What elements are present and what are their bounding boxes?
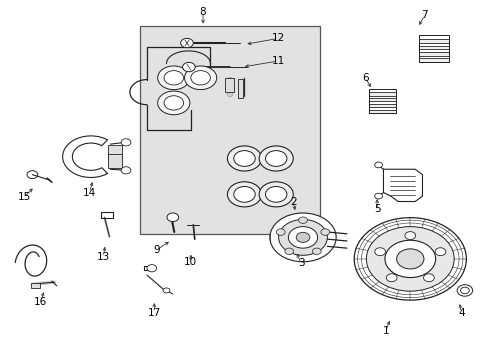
Circle shape xyxy=(404,231,415,239)
Circle shape xyxy=(265,150,286,166)
Bar xyxy=(238,79,243,98)
Circle shape xyxy=(121,167,131,174)
Circle shape xyxy=(158,66,189,90)
Text: 14: 14 xyxy=(82,188,96,198)
Circle shape xyxy=(265,186,286,202)
Bar xyxy=(368,89,395,113)
Text: 13: 13 xyxy=(96,252,109,262)
Text: 12: 12 xyxy=(271,33,285,43)
Text: 17: 17 xyxy=(147,308,161,318)
Text: 7: 7 xyxy=(421,10,427,20)
Circle shape xyxy=(374,248,385,256)
Circle shape xyxy=(180,39,193,48)
Circle shape xyxy=(312,248,321,255)
Circle shape xyxy=(147,265,157,272)
Circle shape xyxy=(269,213,335,262)
Text: 8: 8 xyxy=(199,7,206,17)
Circle shape xyxy=(121,139,131,146)
Circle shape xyxy=(233,150,255,166)
Bar xyxy=(418,35,448,62)
Circle shape xyxy=(386,274,396,282)
Circle shape xyxy=(374,193,382,199)
Circle shape xyxy=(423,274,433,282)
Circle shape xyxy=(259,146,293,171)
Circle shape xyxy=(233,186,255,202)
Text: 9: 9 xyxy=(153,245,160,255)
Circle shape xyxy=(27,171,38,179)
Circle shape xyxy=(278,220,327,255)
Bar xyxy=(418,45,448,49)
Text: 5: 5 xyxy=(373,204,380,215)
Circle shape xyxy=(320,229,329,235)
Text: 4: 4 xyxy=(457,308,464,318)
Circle shape xyxy=(184,66,216,90)
Bar xyxy=(368,98,395,102)
Circle shape xyxy=(366,226,453,291)
Circle shape xyxy=(296,232,309,242)
Bar xyxy=(418,58,448,62)
Circle shape xyxy=(285,248,293,255)
Text: 15: 15 xyxy=(18,192,31,202)
Circle shape xyxy=(182,62,195,72)
Circle shape xyxy=(259,182,293,207)
Circle shape xyxy=(190,71,210,85)
Circle shape xyxy=(227,146,261,171)
Circle shape xyxy=(298,217,307,224)
Text: 16: 16 xyxy=(34,297,47,307)
Polygon shape xyxy=(62,136,107,177)
Circle shape xyxy=(434,248,445,256)
Circle shape xyxy=(166,213,178,222)
Circle shape xyxy=(163,96,183,110)
Circle shape xyxy=(227,182,261,207)
Circle shape xyxy=(276,229,285,235)
Text: 11: 11 xyxy=(271,56,285,66)
Text: 3: 3 xyxy=(297,258,304,268)
Circle shape xyxy=(396,249,423,269)
Bar xyxy=(368,104,395,107)
Bar xyxy=(418,52,448,55)
Circle shape xyxy=(158,91,189,115)
Circle shape xyxy=(163,288,169,293)
Bar xyxy=(368,93,395,96)
Circle shape xyxy=(456,285,472,296)
Bar xyxy=(31,283,40,288)
Text: 2: 2 xyxy=(289,197,296,207)
Bar xyxy=(140,26,320,234)
Bar xyxy=(418,39,448,42)
Bar xyxy=(108,154,122,168)
Bar xyxy=(368,110,395,113)
Circle shape xyxy=(384,240,435,278)
Text: 6: 6 xyxy=(362,73,368,83)
Circle shape xyxy=(163,71,183,85)
Circle shape xyxy=(374,162,382,168)
Bar xyxy=(224,78,233,92)
Bar xyxy=(108,145,122,159)
Text: 10: 10 xyxy=(184,257,197,267)
Text: 1: 1 xyxy=(382,325,388,336)
Circle shape xyxy=(288,226,317,248)
Circle shape xyxy=(460,287,468,294)
Circle shape xyxy=(353,218,466,300)
